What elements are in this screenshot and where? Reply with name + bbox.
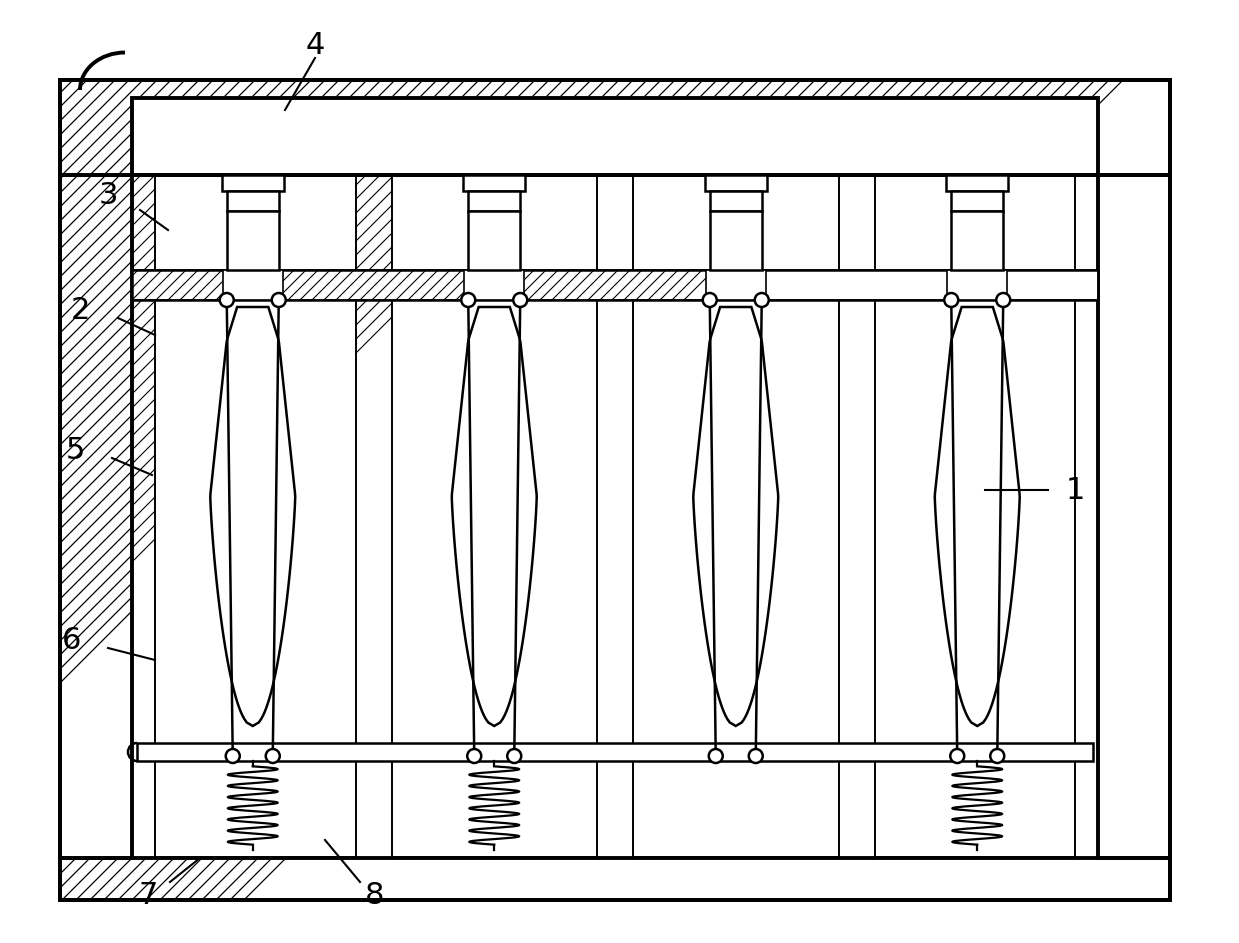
Bar xyxy=(1098,175,1170,858)
Circle shape xyxy=(225,749,240,763)
Bar xyxy=(59,858,1170,900)
Bar xyxy=(59,80,1170,900)
Circle shape xyxy=(219,293,234,307)
Text: 5: 5 xyxy=(66,436,84,465)
Bar xyxy=(133,175,155,858)
Bar xyxy=(839,175,875,858)
Bar xyxy=(468,211,520,270)
Bar xyxy=(710,191,762,211)
Bar xyxy=(59,175,133,858)
Bar xyxy=(59,858,1170,900)
Circle shape xyxy=(990,749,1005,763)
Bar xyxy=(952,211,1004,270)
Bar xyxy=(222,175,284,191)
Circle shape xyxy=(755,293,768,307)
Bar xyxy=(227,211,279,270)
Text: 1: 1 xyxy=(1066,475,1084,505)
Circle shape xyxy=(703,293,716,307)
Polygon shape xyxy=(452,307,536,726)
Bar xyxy=(597,175,633,858)
Bar xyxy=(948,270,1007,300)
Text: 7: 7 xyxy=(139,881,157,909)
Circle shape xyxy=(271,293,286,307)
Circle shape xyxy=(944,293,958,307)
Bar xyxy=(59,80,1170,175)
Bar xyxy=(465,270,524,300)
Bar xyxy=(468,191,520,211)
Bar xyxy=(227,191,279,211)
Circle shape xyxy=(950,749,964,763)
Text: 6: 6 xyxy=(62,625,82,654)
Circle shape xyxy=(748,749,763,763)
Circle shape xyxy=(467,749,481,763)
Polygon shape xyxy=(694,307,778,726)
Bar xyxy=(133,175,155,858)
Bar xyxy=(59,80,1170,175)
Bar xyxy=(947,175,1009,191)
Bar xyxy=(1075,175,1098,858)
Circle shape xyxy=(507,749,522,763)
Bar xyxy=(706,270,766,300)
Bar xyxy=(133,270,1098,300)
Bar xyxy=(463,175,525,191)
Bar xyxy=(597,175,633,858)
Bar xyxy=(356,175,392,858)
Bar xyxy=(710,211,762,270)
Bar xyxy=(1075,175,1098,858)
Bar xyxy=(705,175,767,191)
Circle shape xyxy=(265,749,280,763)
Bar xyxy=(952,191,1004,211)
Bar xyxy=(223,270,282,300)
Text: 2: 2 xyxy=(71,295,89,324)
Bar xyxy=(1098,175,1170,858)
Bar xyxy=(138,743,1093,761)
Polygon shape xyxy=(211,307,295,726)
Bar xyxy=(133,175,1098,858)
Text: 3: 3 xyxy=(98,180,118,209)
Circle shape xyxy=(461,293,476,307)
Bar xyxy=(839,175,875,858)
Text: 4: 4 xyxy=(305,30,325,59)
Circle shape xyxy=(996,293,1010,307)
Polygon shape xyxy=(934,307,1020,726)
Circle shape xyxy=(709,749,722,763)
Bar xyxy=(356,175,392,858)
Bar xyxy=(133,270,1098,300)
Bar xyxy=(133,98,1098,175)
Circle shape xyxy=(513,293,528,307)
Text: 8: 8 xyxy=(366,881,385,909)
Bar xyxy=(59,175,133,858)
